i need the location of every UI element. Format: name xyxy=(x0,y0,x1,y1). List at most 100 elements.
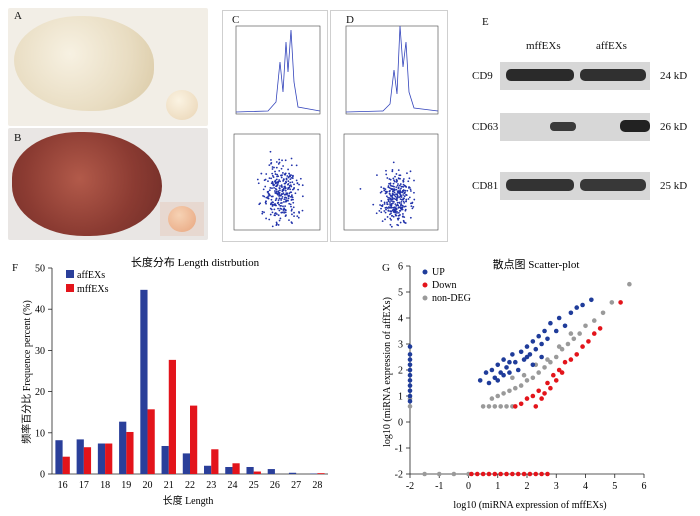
point-Down xyxy=(530,393,536,399)
point-UP xyxy=(510,352,515,357)
particle-dot xyxy=(404,185,407,187)
particle-dot xyxy=(279,204,282,207)
particle-dot xyxy=(292,201,295,204)
y-tick-label: 0 xyxy=(398,418,403,429)
particle-dot xyxy=(387,200,390,203)
blot-band xyxy=(506,179,574,191)
particle-dot xyxy=(401,206,404,209)
particle-dot xyxy=(289,181,292,184)
bar-affEXs xyxy=(267,469,275,474)
point-non-DEG xyxy=(495,393,501,399)
particle-dot xyxy=(392,161,395,164)
particle-dot xyxy=(390,203,393,205)
particle-dot xyxy=(413,179,415,182)
particle-dot xyxy=(278,158,281,161)
particle-dot xyxy=(286,183,289,186)
particle-dot xyxy=(404,208,407,211)
x-tick-label: 21 xyxy=(164,480,174,491)
point-Down xyxy=(536,388,541,394)
particle-dot xyxy=(378,209,381,212)
bar-mffEXs xyxy=(105,443,113,474)
particle-dot xyxy=(284,205,287,208)
particle-dot xyxy=(380,211,383,214)
particle-dot xyxy=(280,174,282,177)
particle-dot xyxy=(390,212,392,215)
particle-dot xyxy=(281,195,284,198)
particle-dot xyxy=(392,208,395,211)
particle-dot xyxy=(287,176,290,179)
point-non-DEG xyxy=(609,300,615,305)
point-UP xyxy=(501,357,506,362)
particle-dot xyxy=(264,201,267,204)
y-tick-label: 50 xyxy=(35,264,45,275)
particle-dot xyxy=(275,190,278,193)
bar-affEXs xyxy=(55,440,63,474)
particle-dot xyxy=(284,196,287,199)
nta-scatter-c xyxy=(233,133,321,231)
particle-dot xyxy=(402,194,405,196)
panel-label-d: D xyxy=(346,14,354,26)
y-tick-label: 6 xyxy=(398,262,403,273)
particle-dot xyxy=(297,188,300,191)
particle-dot xyxy=(409,216,412,219)
point-non-DEG xyxy=(568,331,574,336)
particle-dot xyxy=(278,187,281,190)
particle-dot xyxy=(267,195,270,197)
particle-dot xyxy=(396,201,399,204)
particle-dot xyxy=(399,213,401,216)
particle-dot xyxy=(398,206,401,209)
particle-dot xyxy=(284,211,287,214)
particle-dot xyxy=(393,197,396,200)
bar-mffEXs xyxy=(232,463,240,474)
particle-dot xyxy=(292,198,294,201)
particle-dot xyxy=(281,172,284,174)
particle-dot xyxy=(392,206,394,209)
particle-dot xyxy=(275,197,278,200)
particle-dot xyxy=(276,202,279,205)
particle-dot xyxy=(281,197,283,200)
bar-mffEXs xyxy=(62,456,70,474)
particle-dot xyxy=(283,207,285,210)
particle-dot xyxy=(273,166,275,169)
particle-dot xyxy=(290,199,293,201)
x-tick-label: 17 xyxy=(79,480,89,491)
particle-dot xyxy=(413,191,415,194)
particle-dot xyxy=(394,207,397,209)
particle-dot xyxy=(274,182,277,185)
particle-dot xyxy=(278,161,281,164)
particle-dot xyxy=(274,190,276,192)
particle-dot xyxy=(398,184,401,187)
point-Down xyxy=(515,471,521,477)
particle-dot xyxy=(287,197,290,200)
particle-dot xyxy=(387,209,390,212)
particle-dot xyxy=(274,214,276,217)
point-Down xyxy=(518,401,524,407)
plot-frame xyxy=(233,133,321,231)
particle-dot xyxy=(267,180,269,183)
particle-dot xyxy=(398,192,401,195)
particle-dot xyxy=(405,200,408,203)
particle-dot xyxy=(273,208,276,211)
x-tick-label: 16 xyxy=(58,480,68,491)
particle-dot xyxy=(389,183,392,185)
particle-dot xyxy=(399,209,402,212)
particle-dot xyxy=(395,188,398,191)
photo-panel-a xyxy=(8,8,208,126)
x-tick-label: 3 xyxy=(554,481,559,492)
particle-dot xyxy=(271,172,274,175)
particle-dot xyxy=(290,205,292,208)
particle-dot xyxy=(277,214,280,217)
particle-dot xyxy=(383,189,386,192)
particle-dot xyxy=(387,185,390,187)
particle-dot xyxy=(282,209,285,211)
point-UP xyxy=(495,378,501,383)
particle-dot xyxy=(384,218,386,221)
particle-dot xyxy=(280,193,283,196)
particle-dot xyxy=(280,176,283,179)
particle-dot xyxy=(411,201,414,204)
particle-dot xyxy=(293,215,295,217)
particle-dot xyxy=(265,196,268,199)
point-Down xyxy=(591,331,597,336)
legend-swatch-mffexs xyxy=(66,284,74,292)
particle-dot xyxy=(402,200,405,203)
